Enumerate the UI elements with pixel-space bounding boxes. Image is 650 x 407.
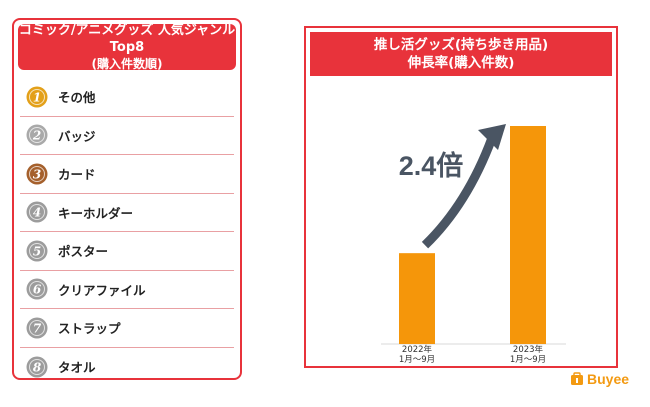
rank-number: 1 [33, 90, 41, 104]
rank-label: ポスター [58, 244, 109, 260]
rank-label: キーホルダー [58, 205, 134, 221]
chart-header: 推し活グッズ(持ち歩き用品) 伸長率(購入件数) [310, 32, 612, 76]
rank-label: カード [58, 167, 96, 183]
rank-label: ストラップ [58, 321, 121, 337]
ranking-list: 1 その他 2 バッジ 3 カード 4 キーホルダー 5 ポスター 6 クリアファイル 7 ストラップ 8 タ… [20, 78, 234, 386]
rank-medal-icon: 6 [26, 278, 48, 300]
rank-number: 5 [33, 244, 41, 258]
rank-medal-icon: 3 [26, 163, 48, 185]
chart-title: 推し活グッズ(持ち歩き用品) [373, 37, 549, 53]
x-tick-label: 1月〜9月 [510, 355, 546, 365]
bar [510, 126, 546, 344]
rank-number: 7 [33, 321, 42, 335]
rank-number: 4 [33, 206, 41, 220]
rank-medal-icon: 4 [26, 201, 48, 223]
x-tick-label: 2023年 [513, 344, 544, 355]
logo-text: Buyee [587, 371, 630, 387]
ranking-title: コミック/アニメグッズ 人気ジャンルTop8 [18, 23, 236, 55]
ranking-header: コミック/アニメグッズ 人気ジャンルTop8 (購入件数順) [18, 23, 236, 71]
ranking-row: 2 バッジ [20, 117, 234, 155]
shopping-bag-icon [571, 372, 583, 385]
x-tick-label: 2022年 [402, 344, 433, 355]
ranking-row: 1 その他 [20, 78, 234, 117]
rank-number: 2 [32, 129, 41, 143]
rank-number: 8 [33, 360, 42, 374]
chart-subtitle: 伸長率(購入件数) [407, 55, 515, 71]
bar [399, 253, 435, 344]
rank-label: タオル [58, 360, 96, 376]
buyee-logo: Buyee [570, 371, 629, 387]
ranking-row: 7 ストラップ [20, 309, 234, 348]
rank-medal-icon: 1 [26, 86, 48, 108]
rank-number: 6 [33, 283, 42, 297]
x-tick-label: 1月〜9月 [399, 355, 435, 365]
ranking-subtitle: (購入件数順) [91, 57, 163, 71]
ranking-panel: コミック/アニメグッズ 人気ジャンルTop8 (購入件数順) 1 その他 2 バッジ 3… [12, 18, 242, 380]
chart-panel: 推し活グッズ(持ち歩き用品) 伸長率(購入件数) 2022年 1月〜9月 2023年… [304, 26, 618, 368]
rank-label: クリアファイル [58, 282, 146, 298]
rank-medal-icon: 8 [26, 356, 48, 378]
rank-label: バッジ [58, 128, 96, 144]
rank-medal-icon: 5 [26, 240, 48, 262]
ranking-row: 3 カード [20, 155, 234, 194]
ranking-row: 6 クリアファイル [20, 271, 234, 309]
growth-annotation: 2.4倍 [399, 150, 464, 181]
ranking-row: 5 ポスター [20, 232, 234, 271]
rank-medal-icon: 2 [26, 124, 48, 146]
rank-label: その他 [58, 90, 96, 106]
ranking-row: 8 タオル [20, 348, 234, 387]
rank-number: 3 [33, 167, 41, 181]
ranking-row: 4 キーホルダー [20, 194, 234, 232]
rank-medal-icon: 7 [26, 317, 48, 339]
growth-arrow-icon [421, 124, 506, 249]
